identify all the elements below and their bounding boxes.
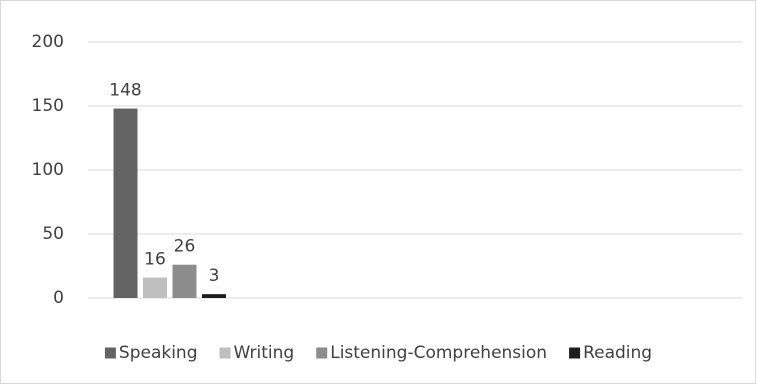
legend-label: Speaking bbox=[119, 343, 198, 363]
y-tick-label: 200 bbox=[32, 32, 64, 52]
legend-label: Reading bbox=[583, 343, 652, 363]
bar bbox=[113, 108, 138, 298]
legend-swatch bbox=[104, 347, 116, 359]
bar bbox=[143, 277, 167, 298]
data-label: 3 bbox=[209, 266, 220, 286]
legend-label: Listening-Comprehension bbox=[330, 343, 547, 363]
y-tick-label: 50 bbox=[42, 224, 64, 244]
legend-swatch bbox=[316, 347, 328, 359]
y-tick-label: 100 bbox=[32, 160, 64, 180]
bar bbox=[202, 294, 226, 298]
y-tick-label: 150 bbox=[32, 96, 64, 116]
legend-label: Writing bbox=[234, 343, 295, 363]
legend-swatch bbox=[219, 347, 231, 359]
y-tick-label: 0 bbox=[53, 288, 64, 308]
data-label: 26 bbox=[174, 237, 196, 257]
bar bbox=[172, 264, 197, 298]
legend-swatch bbox=[569, 347, 581, 359]
data-label: 148 bbox=[109, 81, 141, 101]
data-label: 16 bbox=[144, 250, 166, 270]
